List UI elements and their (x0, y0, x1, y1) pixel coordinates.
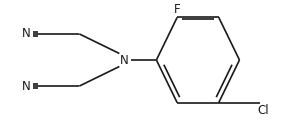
Text: N: N (22, 80, 30, 93)
Text: Cl: Cl (257, 105, 269, 117)
Text: F: F (174, 3, 181, 15)
Text: N: N (22, 27, 30, 40)
Text: N: N (119, 54, 128, 66)
